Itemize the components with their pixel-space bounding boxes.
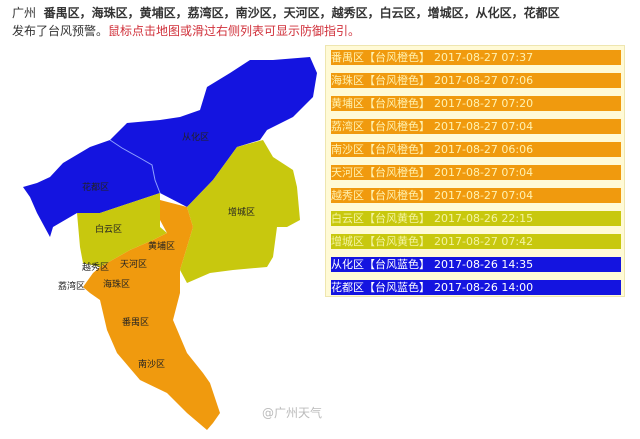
warning-list: 番禺区【台风橙色】 2017-08-27 07:37 海珠区【台风橙色】 2017-0…	[325, 45, 625, 297]
hint-text: 鼠标点击地图或滑过右侧列表可显示防御指引。	[108, 24, 361, 38]
map-label[interactable]: 花都区	[82, 181, 109, 193]
map-label[interactable]: 增城区	[228, 206, 255, 218]
map-label[interactable]: 白云区	[95, 223, 122, 235]
warning-time: 2017-08-27 07:04	[434, 189, 534, 202]
warning-row[interactable]: 花都区【台风蓝色】 2017-08-26 14:00	[331, 280, 621, 295]
warning-row[interactable]: 越秀区【台风橙色】 2017-08-27 07:04	[331, 188, 621, 203]
warning-district: 海珠区	[331, 74, 364, 87]
city: 广州	[12, 6, 37, 20]
map-label[interactable]: 从化区	[182, 131, 209, 143]
warning-level: 【台风橙色】	[364, 120, 430, 133]
watermark: @广州天气	[262, 406, 323, 420]
warning-row[interactable]: 天河区【台风橙色】 2017-08-27 07:04	[331, 165, 621, 180]
warning-district: 花都区	[331, 281, 364, 294]
warning-time: 2017-08-27 07:37	[434, 51, 534, 64]
warning-time: 2017-08-26 14:00	[434, 281, 534, 294]
warning-level: 【台风黄色】	[364, 235, 430, 248]
warning-row[interactable]: 番禺区【台风橙色】 2017-08-27 07:37	[331, 50, 621, 65]
header-text: 广州 番禺区，海珠区，黄埔区，荔湾区，南沙区，天河区，越秀区，白云区，增城区，从…	[12, 4, 632, 40]
map-label[interactable]: 南沙区	[138, 358, 165, 370]
region-conghua-huadu[interactable]	[23, 57, 317, 237]
warning-level: 【台风橙色】	[364, 51, 430, 64]
warning-time: 2017-08-27 07:04	[434, 166, 534, 179]
warning-district: 增城区	[331, 235, 364, 248]
warning-level: 【台风橙色】	[364, 189, 430, 202]
warning-level: 【台风橙色】	[364, 143, 430, 156]
warning-level: 【台风黄色】	[364, 212, 430, 225]
map-label[interactable]: 天河区	[120, 258, 147, 270]
warning-row[interactable]: 黄埔区【台风橙色】 2017-08-27 07:20	[331, 96, 621, 111]
warning-row[interactable]: 南沙区【台风橙色】 2017-08-27 06:06	[331, 142, 621, 157]
map-label[interactable]: 海珠区	[103, 278, 130, 290]
warning-district: 南沙区	[331, 143, 364, 156]
warning-district: 番禺区	[331, 51, 364, 64]
warning-level: 【台风橙色】	[364, 74, 430, 87]
warning-district: 黄埔区	[331, 97, 364, 110]
conghua-huadu-border	[109, 139, 161, 194]
region-orange-districts[interactable]	[83, 200, 220, 430]
map-label[interactable]: 黄埔区	[148, 240, 175, 252]
warning-level: 【台风蓝色】	[364, 258, 430, 271]
map-label[interactable]: 越秀区	[82, 261, 109, 273]
warning-time: 2017-08-27 07:20	[434, 97, 534, 110]
warning-time: 2017-08-27 07:06	[434, 74, 534, 87]
region-baiyun[interactable]	[77, 193, 167, 267]
warning-row[interactable]: 荔湾区【台风橙色】 2017-08-27 07:04	[331, 119, 621, 134]
warning-row[interactable]: 从化区【台风蓝色】 2017-08-26 14:35	[331, 257, 621, 272]
warning-level: 【台风橙色】	[364, 166, 430, 179]
warning-row[interactable]: 白云区【台风黄色】 2017-08-26 22:15	[331, 211, 621, 226]
warning-row[interactable]: 增城区【台风黄色】 2017-08-27 07:42	[331, 234, 621, 249]
warning-district: 白云区	[331, 212, 364, 225]
warning-suffix: 发布了台风预警。	[12, 24, 109, 38]
warning-time: 2017-08-27 07:42	[434, 235, 534, 248]
warning-level: 【台风蓝色】	[364, 281, 430, 294]
region-zengcheng[interactable]	[180, 140, 300, 283]
warning-time: 2017-08-26 14:35	[434, 258, 534, 271]
warning-time: 2017-08-26 22:15	[434, 212, 534, 225]
warning-district: 从化区	[331, 258, 364, 271]
map-label[interactable]: 番禺区	[122, 316, 149, 328]
warning-time: 2017-08-27 06:06	[434, 143, 534, 156]
warning-time: 2017-08-27 07:04	[434, 120, 534, 133]
warning-row[interactable]: 海珠区【台风橙色】 2017-08-27 07:06	[331, 73, 621, 88]
district-list: 番禺区，海珠区，黄埔区，荔湾区，南沙区，天河区，越秀区，白云区，增城区，从化区，…	[43, 6, 560, 20]
warning-district: 越秀区	[331, 189, 364, 202]
warning-level: 【台风橙色】	[364, 97, 430, 110]
warning-district: 荔湾区	[331, 120, 364, 133]
map-label[interactable]: 荔湾区	[58, 280, 85, 292]
warning-district: 天河区	[331, 166, 364, 179]
